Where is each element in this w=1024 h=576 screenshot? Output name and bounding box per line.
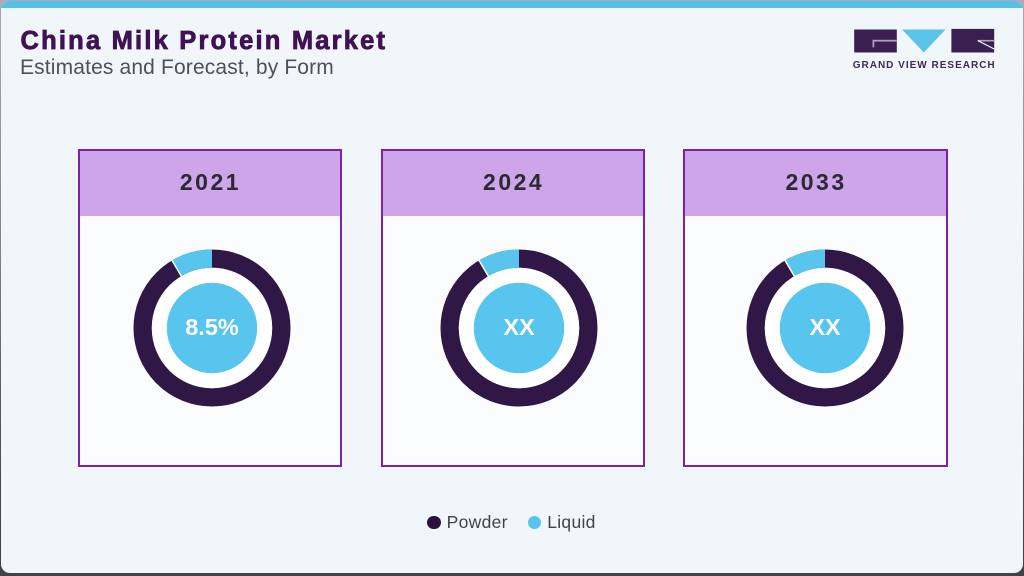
- svg-text:GRAND VIEW RESEARCH: GRAND VIEW RESEARCH: [852, 60, 995, 71]
- svg-text:XX: XX: [504, 314, 536, 340]
- svg-text:8.5%: 8.5%: [185, 314, 239, 340]
- svg-text:XX: XX: [809, 314, 841, 340]
